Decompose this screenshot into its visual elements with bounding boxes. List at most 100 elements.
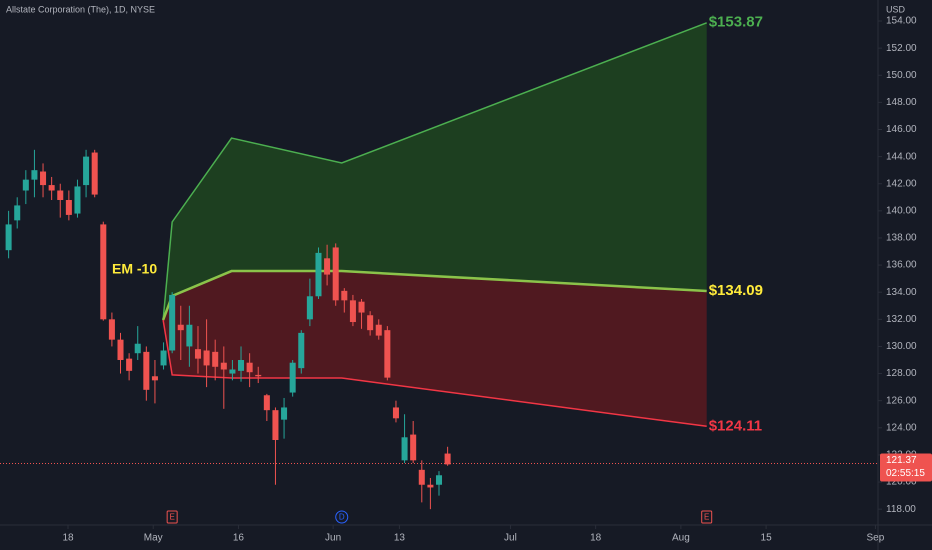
candle-body bbox=[229, 369, 236, 374]
candle-body bbox=[5, 224, 12, 251]
candle-body bbox=[83, 156, 90, 186]
y-tick-label: 148.00 bbox=[886, 97, 917, 108]
candle-body bbox=[22, 179, 29, 191]
y-tick-label: 134.00 bbox=[886, 287, 917, 298]
x-tick-label: Aug bbox=[672, 533, 690, 544]
candle-body bbox=[203, 350, 210, 366]
candle-body bbox=[306, 296, 313, 320]
chart-title: Allstate Corporation (The), 1D, NYSE bbox=[6, 4, 155, 14]
candle-body bbox=[341, 290, 348, 301]
y-tick-label: 154.00 bbox=[886, 16, 917, 27]
event-label: E bbox=[704, 513, 709, 522]
candle-body bbox=[367, 315, 374, 331]
y-tick-label: 128.00 bbox=[886, 368, 917, 379]
event-marker bbox=[335, 510, 349, 524]
x-tick-label: May bbox=[144, 533, 163, 544]
candle-body bbox=[255, 374, 262, 377]
band-label: $153.87 bbox=[709, 14, 763, 31]
candle-body bbox=[117, 339, 124, 360]
event-label: E bbox=[169, 513, 174, 522]
candle-body bbox=[14, 205, 21, 221]
candle-body bbox=[212, 351, 219, 367]
x-tick-label: 15 bbox=[761, 533, 773, 544]
y-axis-label: USD bbox=[886, 4, 906, 14]
x-tick-label: 13 bbox=[394, 533, 406, 544]
candle-body bbox=[100, 224, 107, 320]
y-tick-label: 150.00 bbox=[886, 70, 917, 81]
candle-body bbox=[272, 410, 279, 440]
candle-body bbox=[384, 330, 391, 378]
x-tick-label: Jul bbox=[504, 533, 517, 544]
band-line bbox=[162, 22, 707, 321]
y-tick-label: 144.00 bbox=[886, 151, 917, 162]
candle-body bbox=[169, 294, 176, 351]
band-label: $124.11 bbox=[709, 417, 762, 434]
event-marker bbox=[166, 510, 178, 524]
event-label: D bbox=[339, 513, 345, 522]
plot bbox=[0, 22, 878, 510]
candle-body bbox=[126, 358, 133, 371]
x-tick-label: 18 bbox=[590, 533, 602, 544]
band-line bbox=[162, 319, 707, 428]
band-fill bbox=[163, 271, 707, 427]
y-tick-label: 132.00 bbox=[886, 314, 917, 325]
y-tick-label: 126.00 bbox=[886, 395, 917, 406]
candle-body bbox=[332, 247, 339, 301]
candle-body bbox=[435, 475, 443, 485]
candle-body bbox=[57, 190, 64, 200]
y-tick-label: 142.00 bbox=[886, 178, 917, 189]
y-tick-label: 146.00 bbox=[886, 124, 917, 135]
candle-body bbox=[31, 170, 38, 180]
y-tick-label: 136.00 bbox=[886, 260, 917, 271]
candle-body bbox=[40, 171, 47, 186]
candle-body bbox=[246, 362, 253, 373]
candle-body bbox=[177, 324, 184, 331]
price-tag-label: 121.37 bbox=[886, 455, 917, 466]
candle-body bbox=[324, 258, 331, 275]
y-tick-label: 152.00 bbox=[886, 43, 917, 54]
candle-body bbox=[427, 484, 434, 488]
annotation: EM -10 bbox=[112, 261, 157, 277]
candle-body bbox=[48, 185, 55, 191]
y-tick-label: 140.00 bbox=[886, 205, 917, 216]
candle-body bbox=[65, 200, 72, 215]
candle-body bbox=[74, 186, 81, 214]
candle-body bbox=[375, 324, 382, 336]
candle-body bbox=[194, 349, 201, 359]
candle-body bbox=[108, 319, 115, 340]
band-label: $134.09 bbox=[709, 282, 763, 299]
x-tick-label: Sep bbox=[867, 533, 885, 544]
candle-body bbox=[160, 350, 167, 366]
candle-body bbox=[220, 362, 227, 370]
y-tick-label: 118.00 bbox=[886, 504, 916, 515]
candle-body bbox=[151, 376, 158, 381]
x-tick-label: Jun bbox=[325, 533, 341, 544]
candle-body bbox=[349, 300, 356, 323]
candle-body bbox=[410, 434, 417, 461]
candle-body bbox=[143, 351, 150, 390]
candle-body bbox=[281, 407, 288, 420]
price-tag bbox=[880, 453, 932, 482]
candle-body bbox=[315, 252, 322, 297]
countdown: 02:55:15 bbox=[886, 468, 925, 479]
candle-body bbox=[392, 407, 399, 419]
candle-body bbox=[289, 362, 296, 393]
x-tick-label: 16 bbox=[233, 533, 245, 544]
x-tick-label: 18 bbox=[62, 533, 74, 544]
candle-body bbox=[418, 469, 425, 485]
y-tick-label: 120.00 bbox=[886, 477, 917, 488]
candle-body bbox=[401, 437, 408, 461]
y-tick-label: 124.00 bbox=[886, 422, 917, 433]
candle-body bbox=[358, 301, 365, 313]
event-marker bbox=[701, 510, 713, 524]
candle-body bbox=[91, 152, 98, 195]
candle-body bbox=[186, 324, 193, 347]
candle-body bbox=[263, 395, 270, 411]
candle-body bbox=[444, 453, 451, 465]
y-tick-label: 130.00 bbox=[886, 341, 917, 352]
candle-body bbox=[298, 332, 305, 369]
band-fill bbox=[163, 22, 707, 320]
candle-body bbox=[238, 360, 245, 371]
candle-body bbox=[134, 343, 141, 354]
